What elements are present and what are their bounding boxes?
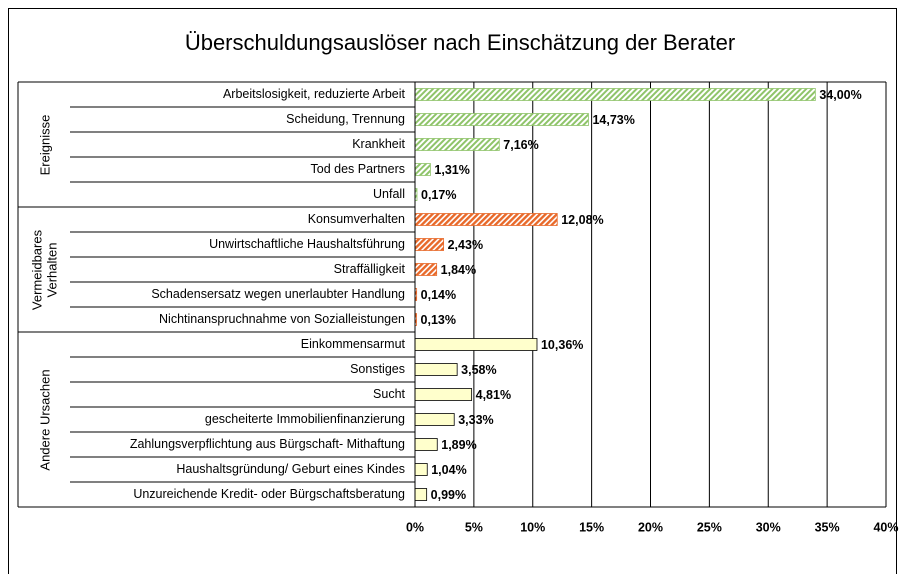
category-label: Unzureichende Kredit- oder Bürgschaftsbe…	[133, 487, 405, 501]
category-label: Krankheit	[352, 137, 405, 151]
value-label: 34,00%	[819, 88, 861, 102]
value-label: 0,99%	[431, 488, 466, 502]
group-label: Vermeidbares Verhalten	[29, 229, 59, 310]
bar	[414, 163, 431, 176]
value-label: 14,73%	[592, 113, 634, 127]
bar	[414, 463, 428, 476]
group-label: Andere Ursachen	[36, 368, 52, 471]
category-label: Schadensersatz wegen unerlaubter Handlun…	[151, 287, 405, 301]
value-label: 12,08%	[561, 213, 603, 227]
x-tick-label: 35%	[815, 520, 840, 534]
x-tick-label: 10%	[520, 520, 545, 534]
category-label: Haushaltsgründung/ Geburt eines Kindes	[176, 462, 405, 476]
value-label: 0,14%	[421, 288, 456, 302]
bar	[414, 388, 473, 401]
value-label: 0,13%	[421, 313, 456, 327]
bar	[414, 488, 428, 501]
category-label: Einkommensarmut	[301, 337, 406, 351]
value-label: 10,36%	[541, 338, 583, 352]
bar	[414, 213, 558, 226]
bar	[414, 438, 438, 451]
bar	[414, 263, 438, 276]
category-label: Konsumverhalten	[308, 212, 405, 226]
category-label: Zahlungsverpflichtung aus Bürgschaft- Mi…	[130, 437, 405, 451]
x-tick-label: 0%	[406, 520, 424, 534]
category-label: Nichtinanspruchnahme von Sozialleistunge…	[159, 312, 405, 326]
value-label: 2,43%	[448, 238, 483, 252]
bar	[414, 238, 445, 251]
x-tick-label: 40%	[873, 520, 898, 534]
value-label: 3,58%	[461, 363, 496, 377]
x-tick-label: 25%	[697, 520, 722, 534]
value-label: 1,31%	[434, 163, 469, 177]
x-tick-label: 20%	[638, 520, 663, 534]
bar	[414, 88, 816, 101]
category-label: Unfall	[373, 187, 405, 201]
category-label: Unwirtschaftliche Haushaltsführung	[209, 237, 405, 251]
value-label: 1,84%	[441, 263, 476, 277]
value-label: 0,17%	[421, 188, 456, 202]
x-tick-label: 30%	[756, 520, 781, 534]
x-tick-label: 5%	[465, 520, 483, 534]
category-label: Straffälligkeit	[334, 262, 406, 276]
bar	[414, 338, 538, 351]
category-label: Sonstiges	[350, 362, 405, 376]
chart-title: Überschuldungsauslöser nach Einschätzung…	[185, 30, 735, 55]
bar	[414, 113, 589, 126]
value-label: 1,89%	[441, 438, 476, 452]
category-label: Tod des Partners	[311, 162, 406, 176]
category-label: Scheidung, Trennung	[286, 112, 405, 126]
bar	[414, 413, 455, 426]
bar	[414, 138, 500, 151]
x-tick-label: 15%	[579, 520, 604, 534]
frame	[8, 8, 897, 574]
category-label: Sucht	[373, 387, 405, 401]
bar	[414, 363, 458, 376]
value-label: 4,81%	[476, 388, 511, 402]
value-label: 3,33%	[458, 413, 493, 427]
category-label: Arbeitslosigkeit, reduzierte Arbeit	[223, 87, 406, 101]
category-label: gescheiterte Immobilienfinanzierung	[205, 412, 405, 426]
group-label: Ereignisse	[36, 114, 52, 175]
value-label: 1,04%	[431, 463, 466, 477]
value-label: 7,16%	[503, 138, 538, 152]
